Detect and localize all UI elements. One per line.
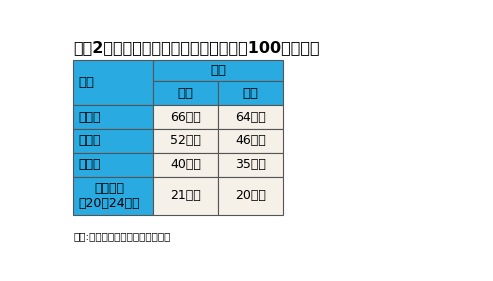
- Bar: [73, 105, 153, 129]
- Text: 非役職者
（20～24歳）: 非役職者 （20～24歳）: [79, 182, 141, 210]
- Text: 係長級: 係長級: [79, 158, 102, 171]
- Bar: [153, 105, 218, 129]
- Text: 40万円: 40万円: [170, 158, 201, 171]
- Bar: [153, 129, 218, 153]
- Text: 20万円: 20万円: [235, 189, 266, 203]
- Text: 男性: 男性: [177, 87, 194, 100]
- Bar: [73, 153, 153, 176]
- Text: 役職: 役職: [79, 76, 95, 89]
- Bar: [153, 81, 218, 105]
- Bar: [153, 153, 218, 176]
- Bar: [218, 105, 283, 129]
- Text: 出所:厚生労働省の資料を一部加工: 出所:厚生労働省の資料を一部加工: [73, 232, 171, 241]
- Text: 部長級: 部長級: [79, 110, 102, 124]
- Text: 46万円: 46万円: [235, 134, 266, 147]
- Bar: [73, 176, 153, 216]
- Bar: [218, 81, 283, 105]
- Text: 女性: 女性: [243, 87, 259, 100]
- Bar: [153, 176, 218, 216]
- Text: 課長級: 課長級: [79, 134, 102, 147]
- Text: 35万円: 35万円: [235, 158, 266, 171]
- Text: 金額: 金額: [210, 64, 226, 77]
- Text: 52万円: 52万円: [170, 134, 201, 147]
- Bar: [218, 129, 283, 153]
- Bar: [73, 60, 153, 105]
- Bar: [218, 153, 283, 176]
- Text: 【表2】役職、性別賃金格差（企業規模100人以上）: 【表2】役職、性別賃金格差（企業規模100人以上）: [73, 40, 320, 55]
- Text: 21万円: 21万円: [170, 189, 201, 203]
- Bar: [218, 176, 283, 216]
- Text: 66万円: 66万円: [170, 110, 201, 124]
- Bar: [153, 60, 283, 81]
- Bar: [73, 129, 153, 153]
- Text: 64万円: 64万円: [235, 110, 266, 124]
